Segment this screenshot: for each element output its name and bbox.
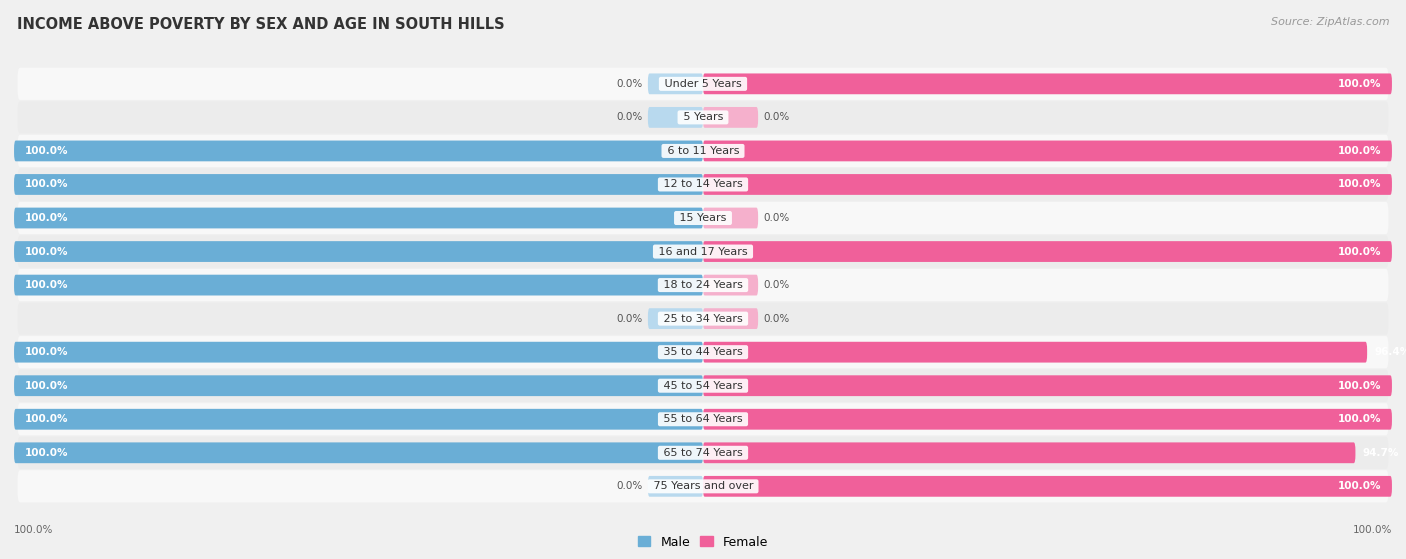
FancyBboxPatch shape bbox=[14, 241, 703, 262]
FancyBboxPatch shape bbox=[17, 403, 1389, 435]
Text: 6 to 11 Years: 6 to 11 Years bbox=[664, 146, 742, 156]
Text: 0.0%: 0.0% bbox=[763, 213, 790, 223]
Text: 100.0%: 100.0% bbox=[24, 280, 67, 290]
FancyBboxPatch shape bbox=[14, 174, 703, 195]
FancyBboxPatch shape bbox=[648, 73, 703, 94]
FancyBboxPatch shape bbox=[17, 470, 1389, 503]
FancyBboxPatch shape bbox=[703, 73, 1392, 94]
FancyBboxPatch shape bbox=[703, 476, 1392, 497]
FancyBboxPatch shape bbox=[17, 437, 1389, 469]
Text: 18 to 24 Years: 18 to 24 Years bbox=[659, 280, 747, 290]
Text: 100.0%: 100.0% bbox=[1339, 247, 1382, 257]
Text: 96.4%: 96.4% bbox=[1374, 347, 1406, 357]
Text: Under 5 Years: Under 5 Years bbox=[661, 79, 745, 89]
Text: 100.0%: 100.0% bbox=[24, 179, 67, 190]
FancyBboxPatch shape bbox=[17, 202, 1389, 234]
FancyBboxPatch shape bbox=[17, 336, 1389, 368]
FancyBboxPatch shape bbox=[14, 342, 703, 363]
FancyBboxPatch shape bbox=[17, 235, 1389, 268]
Text: 100.0%: 100.0% bbox=[24, 448, 67, 458]
Text: 100.0%: 100.0% bbox=[1339, 179, 1382, 190]
FancyBboxPatch shape bbox=[703, 409, 1392, 430]
Text: 100.0%: 100.0% bbox=[1339, 414, 1382, 424]
Text: 0.0%: 0.0% bbox=[763, 314, 790, 324]
Legend: Male, Female: Male, Female bbox=[633, 530, 773, 553]
Text: INCOME ABOVE POVERTY BY SEX AND AGE IN SOUTH HILLS: INCOME ABOVE POVERTY BY SEX AND AGE IN S… bbox=[17, 17, 505, 32]
Text: 12 to 14 Years: 12 to 14 Years bbox=[659, 179, 747, 190]
Text: 100.0%: 100.0% bbox=[1339, 79, 1382, 89]
Text: 0.0%: 0.0% bbox=[616, 79, 643, 89]
Text: 16 and 17 Years: 16 and 17 Years bbox=[655, 247, 751, 257]
FancyBboxPatch shape bbox=[703, 274, 758, 296]
FancyBboxPatch shape bbox=[14, 442, 703, 463]
Text: 100.0%: 100.0% bbox=[24, 247, 67, 257]
Text: 0.0%: 0.0% bbox=[616, 314, 643, 324]
Text: 0.0%: 0.0% bbox=[763, 112, 790, 122]
FancyBboxPatch shape bbox=[17, 135, 1389, 167]
Text: 100.0%: 100.0% bbox=[1353, 525, 1392, 535]
Text: 100.0%: 100.0% bbox=[24, 414, 67, 424]
Text: 5 Years: 5 Years bbox=[679, 112, 727, 122]
Text: 100.0%: 100.0% bbox=[1339, 146, 1382, 156]
FancyBboxPatch shape bbox=[14, 140, 703, 162]
FancyBboxPatch shape bbox=[703, 375, 1392, 396]
FancyBboxPatch shape bbox=[703, 308, 758, 329]
Text: Source: ZipAtlas.com: Source: ZipAtlas.com bbox=[1271, 17, 1389, 27]
Text: 25 to 34 Years: 25 to 34 Years bbox=[659, 314, 747, 324]
Text: 100.0%: 100.0% bbox=[24, 146, 67, 156]
FancyBboxPatch shape bbox=[703, 442, 1355, 463]
FancyBboxPatch shape bbox=[17, 269, 1389, 301]
Text: 94.7%: 94.7% bbox=[1362, 448, 1399, 458]
FancyBboxPatch shape bbox=[14, 375, 703, 396]
Text: 100.0%: 100.0% bbox=[1339, 381, 1382, 391]
FancyBboxPatch shape bbox=[14, 409, 703, 430]
Text: 15 Years: 15 Years bbox=[676, 213, 730, 223]
FancyBboxPatch shape bbox=[703, 107, 758, 128]
FancyBboxPatch shape bbox=[648, 476, 703, 497]
Text: 0.0%: 0.0% bbox=[616, 112, 643, 122]
Text: 0.0%: 0.0% bbox=[616, 481, 643, 491]
Text: 35 to 44 Years: 35 to 44 Years bbox=[659, 347, 747, 357]
FancyBboxPatch shape bbox=[648, 308, 703, 329]
FancyBboxPatch shape bbox=[703, 207, 758, 229]
Text: 100.0%: 100.0% bbox=[1339, 481, 1382, 491]
Text: 65 to 74 Years: 65 to 74 Years bbox=[659, 448, 747, 458]
Text: 100.0%: 100.0% bbox=[24, 381, 67, 391]
Text: 100.0%: 100.0% bbox=[14, 525, 53, 535]
FancyBboxPatch shape bbox=[14, 274, 703, 296]
FancyBboxPatch shape bbox=[17, 68, 1389, 100]
FancyBboxPatch shape bbox=[17, 369, 1389, 402]
Text: 75 Years and over: 75 Years and over bbox=[650, 481, 756, 491]
FancyBboxPatch shape bbox=[703, 342, 1367, 363]
FancyBboxPatch shape bbox=[648, 107, 703, 128]
FancyBboxPatch shape bbox=[17, 101, 1389, 134]
Text: 45 to 54 Years: 45 to 54 Years bbox=[659, 381, 747, 391]
FancyBboxPatch shape bbox=[703, 174, 1392, 195]
FancyBboxPatch shape bbox=[703, 140, 1392, 162]
FancyBboxPatch shape bbox=[17, 302, 1389, 335]
Text: 55 to 64 Years: 55 to 64 Years bbox=[659, 414, 747, 424]
FancyBboxPatch shape bbox=[17, 168, 1389, 201]
FancyBboxPatch shape bbox=[14, 207, 703, 229]
Text: 100.0%: 100.0% bbox=[24, 347, 67, 357]
Text: 0.0%: 0.0% bbox=[763, 280, 790, 290]
FancyBboxPatch shape bbox=[703, 241, 1392, 262]
Text: 100.0%: 100.0% bbox=[24, 213, 67, 223]
